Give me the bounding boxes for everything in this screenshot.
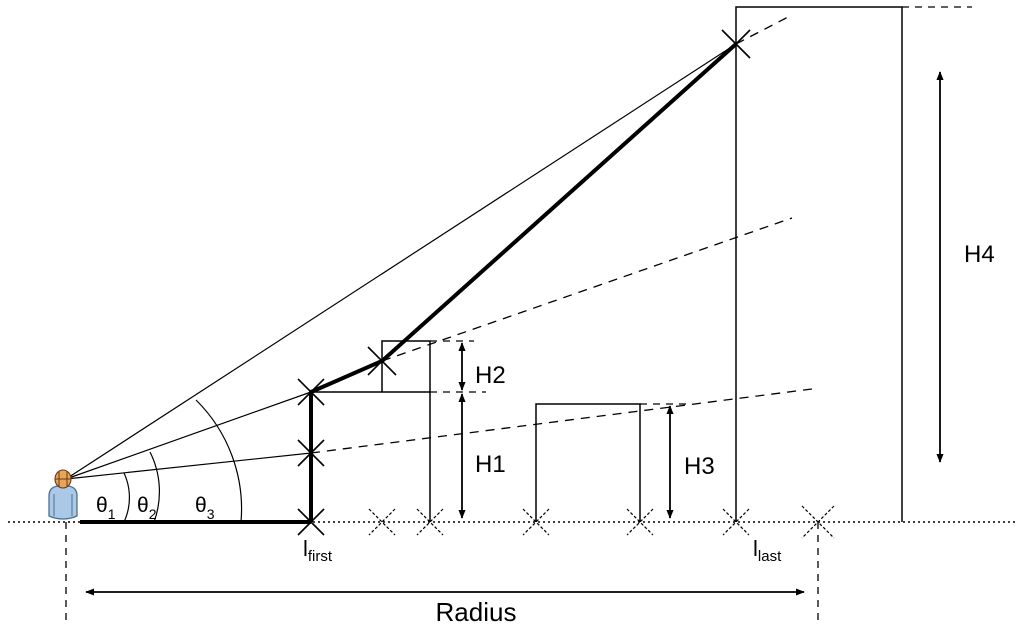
building-1	[310, 391, 430, 522]
sight-lines	[65, 43, 737, 480]
diagram-labels: θ1 θ2 θ3 H1 H2 H3 H4 lfirst llast Radius	[96, 241, 995, 627]
building-4	[735, 6, 903, 522]
sample-markers-solid	[297, 29, 751, 536]
theta2-arc	[149, 451, 160, 523]
marker-top	[721, 29, 751, 59]
observer-person-icon	[48, 469, 78, 520]
building-outlines	[310, 6, 903, 522]
sight-lines-dashed	[310, 15, 813, 454]
theta1-arc	[123, 472, 131, 523]
theta2-label: θ2	[137, 494, 157, 522]
building-3	[535, 403, 641, 522]
l-last-label: llast	[753, 536, 782, 565]
theta3-arc	[195, 399, 243, 523]
marker-corner	[297, 378, 325, 406]
h3-label: H3	[684, 453, 715, 480]
height-arrows	[85, 71, 944, 596]
theta1-label: θ1	[96, 494, 116, 522]
h1-label: H1	[475, 451, 506, 478]
marker-roof	[367, 346, 397, 376]
h4-label: H4	[964, 241, 995, 268]
radius-label: Radius	[436, 597, 517, 627]
l-first-label: lfirst	[303, 536, 333, 565]
sample-markers-dashed	[368, 505, 835, 539]
visibility-path	[80, 42, 738, 524]
marker-mid	[297, 439, 325, 467]
angle-arcs	[123, 399, 243, 523]
h2-label: H2	[475, 362, 506, 389]
theta3-label: θ3	[195, 494, 215, 522]
marker-lfirst	[297, 508, 325, 536]
guide-lines	[65, 6, 972, 622]
